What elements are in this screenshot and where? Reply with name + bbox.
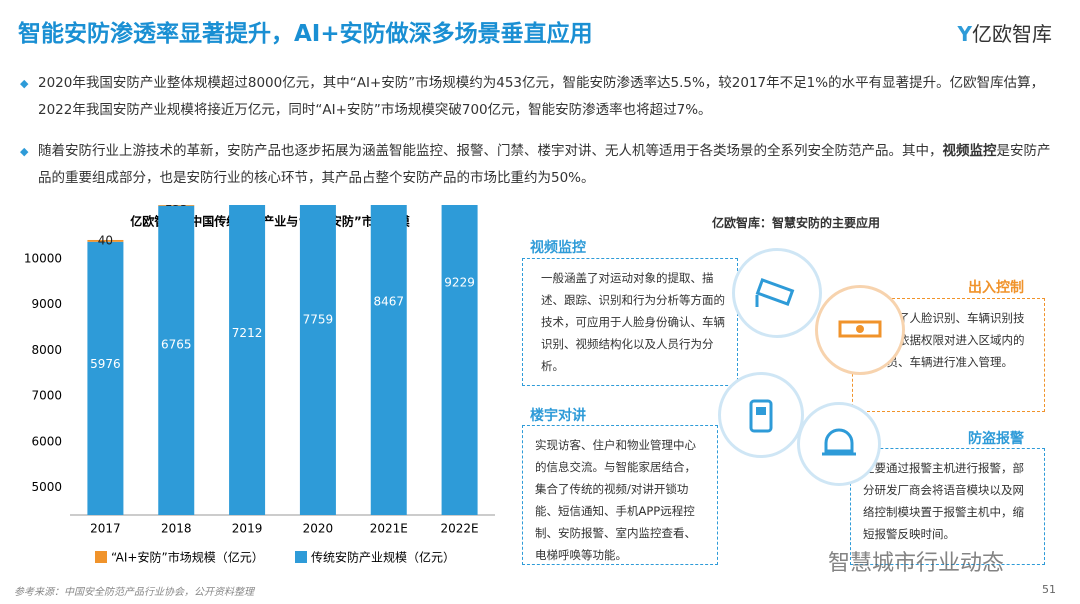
- node-label: 出入控制: [968, 280, 1024, 296]
- x-tick-label: 2022E: [441, 522, 479, 536]
- value-label: 5976: [90, 357, 121, 371]
- source: 参考来源：中国安全防范产品行业协会，公开资料整理: [14, 587, 254, 598]
- node-text: 一般涵盖了对运动对象的提取、描述、跟踪、识别和行为分析等方面的技术，可应用于人脸…: [541, 271, 725, 373]
- x-tick-label: 2020: [303, 522, 334, 536]
- icon: [822, 428, 856, 456]
- logo-text: 亿欧智库: [972, 22, 1052, 46]
- page-number: 51: [1042, 583, 1056, 596]
- x-tick-label: 2017: [90, 522, 121, 536]
- y-tick-label: 5000: [31, 480, 62, 494]
- value-label: 9229: [444, 275, 475, 289]
- value-label: 135: [165, 205, 188, 209]
- alarm-icon: [797, 402, 881, 486]
- value-label: 7212: [232, 326, 263, 340]
- chart-title: 亿欧智库：中国传统安防产业与“AI+安防”市场规模: [130, 214, 411, 229]
- page-title: 智能安防渗透率显著提升，AI+安防做深多场景垂直应用: [18, 21, 593, 47]
- bar-segment: [87, 241, 124, 515]
- node-label: 楼宇对讲: [530, 408, 586, 424]
- bullet: 随着安防行业上游技术的革新，安防产品也逐步拓展为涵盖智能监控、报警、门禁、楼宇对…: [20, 138, 1058, 192]
- bar-segment: [441, 205, 478, 516]
- watermark: 智慧城市行业动态: [828, 551, 1005, 576]
- legend-swatch: [95, 551, 107, 563]
- legend-label: “AI+安防”市场规模（亿元）: [111, 550, 264, 565]
- legend-label: 传统安防产业规模（亿元）: [311, 550, 455, 565]
- value-label: 8467: [373, 295, 404, 309]
- y-tick-label: 8000: [31, 343, 62, 357]
- icon: [749, 399, 773, 433]
- node-label: 视频监控: [530, 240, 586, 256]
- y-tick-label: 7000: [31, 389, 62, 403]
- bar-segment: [229, 205, 266, 515]
- bar-segment: [87, 239, 124, 242]
- bullet: 2020年我国安防产业整体规模超过8000亿元，其中“AI+安防”市场规模约为4…: [20, 70, 1058, 124]
- node-text: 主要通过报警主机进行报警，部分研发厂商会将语音模块以及网络控制模块置于报警主机中…: [863, 461, 1024, 541]
- bar-segment: [370, 205, 407, 516]
- x-tick-label: 2021E: [370, 522, 408, 536]
- node-text: 集成了人脸识别、车辆识别技术，依据权限对进入区域内的人员、车辆进行准入管理。: [875, 311, 1025, 369]
- value-label: 40: [98, 233, 113, 247]
- intercom-icon: [718, 372, 804, 458]
- logo: Y亿欧智库: [957, 22, 1052, 46]
- node-box: 实现访客、住户和物业管理中心的信息交流。与智能家居结合，集合了传统的视频/对讲开…: [522, 425, 718, 565]
- bar-segment: [158, 205, 195, 515]
- bar-segment: [299, 205, 336, 515]
- y-tick-label: 9000: [31, 297, 62, 311]
- node-box: 主要通过报警主机进行报警，部分研发厂商会将语音模块以及网络控制模块置于报警主机中…: [850, 448, 1045, 565]
- node-label: 防盗报警: [968, 431, 1024, 447]
- icon: [755, 278, 795, 307]
- node-text: 实现访客、住户和物业管理中心的信息交流。与智能家居结合，集合了传统的视频/对讲开…: [535, 438, 696, 562]
- icon: [838, 320, 882, 338]
- camera-icon: [732, 248, 822, 338]
- value-label: 6765: [161, 337, 192, 351]
- y-tick-label: 6000: [31, 434, 62, 448]
- diagram-title: 亿欧智库：智慧安防的主要应用: [712, 216, 881, 230]
- bold-text: 视频监控: [942, 143, 997, 159]
- access-icon: [815, 285, 905, 375]
- text: 是安防产品的重要组成部分，也是安防行业的核心环节，其产品占整个安防产品的市场比重…: [38, 143, 1051, 186]
- value-label: 7759: [303, 312, 334, 326]
- legend-swatch: [295, 551, 307, 563]
- text: 随着安防行业上游技术的革新，安防产品也逐步拓展为涵盖智能监控、报警、门禁、楼宇对…: [38, 143, 943, 159]
- chart: 亿欧智库：中国传统安防产业与“AI+安防”市场规模 5000 6000 7000 80…: [24, 205, 495, 565]
- y-tick-label: 10000: [24, 252, 62, 266]
- node-box: 一般涵盖了对运动对象的提取、描述、跟踪、识别和行为分析等方面的技术，可应用于人脸…: [522, 258, 738, 386]
- bar-segment: [158, 205, 195, 206]
- node-box: 集成了人脸识别、车辆识别技术，依据权限对进入区域内的人员、车辆进行准入管理。: [852, 298, 1045, 412]
- x-tick-label: 2019: [232, 522, 263, 536]
- x-tick-label: 2018: [161, 522, 192, 536]
